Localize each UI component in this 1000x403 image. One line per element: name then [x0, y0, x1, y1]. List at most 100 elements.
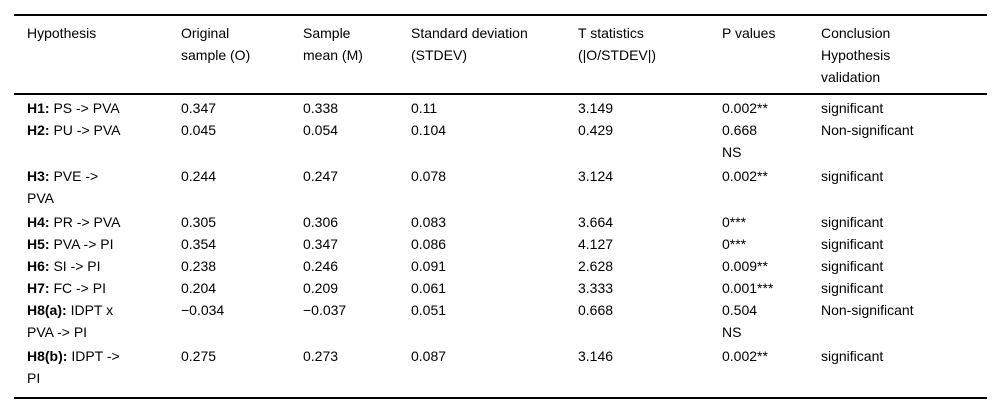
- conclusion-cell: significant: [821, 214, 884, 230]
- original-sample-cell: 0.238: [181, 258, 217, 274]
- t-stat-cell: 2.628: [578, 258, 614, 274]
- conclusion-cell: significant: [821, 168, 884, 184]
- hypothesis-path: IDPT -> PI: [27, 348, 120, 386]
- conclusion-cell: Non-significant: [821, 302, 914, 318]
- p-value-cell: 0.668 NS: [722, 122, 758, 160]
- column-header-sample-mean: Sample mean (M): [303, 15, 411, 95]
- hypothesis-path: PVA -> PI: [53, 236, 114, 252]
- table-row-h7: H7: FC -> PI 0.204 0.209 0.061 3.333 0.001***…: [14, 277, 987, 299]
- t-stat-cell: 4.127: [578, 236, 614, 252]
- column-header-stdev: Standard deviation (STDEV): [411, 15, 578, 95]
- hypothesis-cell: H8(b): IDPT -> PI: [14, 345, 181, 398]
- hypothesis-id: H2:: [27, 122, 50, 138]
- hypothesis-id: H5:: [27, 236, 50, 252]
- sample-mean-cell: −0.037: [303, 302, 347, 318]
- original-sample-cell: 0.347: [181, 100, 217, 116]
- sample-mean-cell: 0.246: [303, 258, 339, 274]
- sample-mean-cell: 0.347: [303, 236, 339, 252]
- hypothesis-id: H7:: [27, 280, 50, 296]
- hypothesis-cell: H7: FC -> PI: [14, 277, 181, 299]
- p-value-cell: 0.009**: [722, 258, 768, 274]
- conclusion-cell: significant: [821, 348, 884, 364]
- t-stat-cell: 3.664: [578, 214, 614, 230]
- conclusion-cell: significant: [821, 258, 884, 274]
- stdev-cell: 0.091: [411, 258, 447, 274]
- p-value-cell: 0***: [722, 214, 747, 230]
- column-header-conclusion: Conclusion Hypothesis validation: [821, 15, 987, 95]
- original-sample-cell: 0.305: [181, 214, 217, 230]
- stdev-cell: 0.087: [411, 348, 447, 364]
- hypothesis-id: H8(b):: [27, 348, 68, 364]
- t-stat-cell: 3.149: [578, 100, 614, 116]
- original-sample-cell: −0.034: [181, 302, 225, 318]
- sample-mean-cell: 0.306: [303, 214, 339, 230]
- stdev-cell: 0.104: [411, 122, 447, 138]
- hypothesis-cell: H3: PVE -> PVA: [14, 165, 181, 211]
- hypothesis-id: H1:: [27, 100, 50, 116]
- column-header-original-sample: Original sample (O): [181, 15, 303, 95]
- sample-mean-cell: 0.209: [303, 280, 339, 296]
- table-row-h4: H4: PR -> PVA 0.305 0.306 0.083 3.664 0*** sig…: [14, 211, 987, 233]
- hypothesis-path: SI -> PI: [53, 258, 101, 274]
- conclusion-cell: significant: [821, 236, 884, 252]
- p-value-cell: 0.504 NS: [722, 302, 758, 340]
- table-body: H1: PS -> PVA 0.347 0.338 0.11 3.149 0.002** s…: [14, 94, 987, 398]
- table-row-h8b: H8(b): IDPT -> PI 0.275 0.273 0.087 3.146 0.0…: [14, 345, 987, 398]
- t-stat-cell: 3.146: [578, 348, 614, 364]
- hypothesis-cell: H5: PVA -> PI: [14, 233, 181, 255]
- hypothesis-id: H3:: [27, 168, 50, 184]
- hypothesis-path: PS -> PVA: [53, 100, 120, 116]
- hypothesis-cell: H4: PR -> PVA: [14, 211, 181, 233]
- hypothesis-path: PU -> PVA: [53, 122, 121, 138]
- conclusion-cell: significant: [821, 280, 884, 296]
- p-value-cell: 0***: [722, 236, 747, 252]
- conclusion-cell: significant: [821, 100, 884, 116]
- stdev-cell: 0.083: [411, 214, 447, 230]
- sample-mean-cell: 0.247: [303, 168, 339, 184]
- stdev-cell: 0.051: [411, 302, 447, 318]
- column-header-t-statistics: T statistics (|O/STDEV|): [578, 15, 722, 95]
- original-sample-cell: 0.354: [181, 236, 217, 252]
- hypothesis-results-table: Hypothesis Original sample (O) Sample me…: [14, 14, 987, 399]
- hypothesis-path: PR -> PVA: [53, 214, 121, 230]
- t-stat-cell: 0.668: [578, 302, 614, 318]
- sample-mean-cell: 0.338: [303, 100, 339, 116]
- table-row-h3: H3: PVE -> PVA 0.244 0.247 0.078 3.124 0.002*…: [14, 165, 987, 211]
- table-row-h8a: H8(a): IDPT x PVA -> PI −0.034 −0.037 0.051…: [14, 299, 987, 345]
- sample-mean-cell: 0.273: [303, 348, 339, 364]
- p-value-cell: 0.002**: [722, 348, 768, 364]
- stdev-cell: 0.11: [411, 100, 438, 116]
- hypothesis-cell: H8(a): IDPT x PVA -> PI: [14, 299, 181, 345]
- t-stat-cell: 0.429: [578, 122, 614, 138]
- hypothesis-path: FC -> PI: [53, 280, 106, 296]
- column-header-p-values: P values: [722, 15, 821, 95]
- p-value-cell: 0.002**: [722, 168, 768, 184]
- original-sample-cell: 0.204: [181, 280, 217, 296]
- hypothesis-id: H4:: [27, 214, 50, 230]
- t-stat-cell: 3.124: [578, 168, 614, 184]
- table-header: Hypothesis Original sample (O) Sample me…: [14, 15, 987, 95]
- header-row: Hypothesis Original sample (O) Sample me…: [14, 15, 987, 95]
- stdev-cell: 0.078: [411, 168, 447, 184]
- p-value-cell: 0.002**: [722, 100, 768, 116]
- original-sample-cell: 0.045: [181, 122, 217, 138]
- hypothesis-id: H8(a):: [27, 302, 67, 318]
- hypothesis-cell: H6: SI -> PI: [14, 255, 181, 277]
- conclusion-cell: Non-significant: [821, 122, 914, 138]
- column-header-hypothesis: Hypothesis: [14, 15, 181, 95]
- sample-mean-cell: 0.054: [303, 122, 339, 138]
- hypothesis-id: H6:: [27, 258, 50, 274]
- hypothesis-cell: H2: PU -> PVA: [14, 119, 181, 165]
- hypothesis-cell: H1: PS -> PVA: [14, 94, 181, 119]
- table-row-h5: H5: PVA -> PI 0.354 0.347 0.086 4.127 0*** sig…: [14, 233, 987, 255]
- t-stat-cell: 3.333: [578, 280, 614, 296]
- table-row-h6: H6: SI -> PI 0.238 0.246 0.091 2.628 0.009** s…: [14, 255, 987, 277]
- hypothesis-path: IDPT x PVA -> PI: [27, 302, 114, 340]
- table-row-h1: H1: PS -> PVA 0.347 0.338 0.11 3.149 0.002** s…: [14, 94, 987, 119]
- stdev-cell: 0.061: [411, 280, 447, 296]
- hypothesis-path: PVE -> PVA: [27, 168, 99, 206]
- stdev-cell: 0.086: [411, 236, 447, 252]
- p-value-cell: 0.001***: [722, 280, 774, 296]
- original-sample-cell: 0.244: [181, 168, 217, 184]
